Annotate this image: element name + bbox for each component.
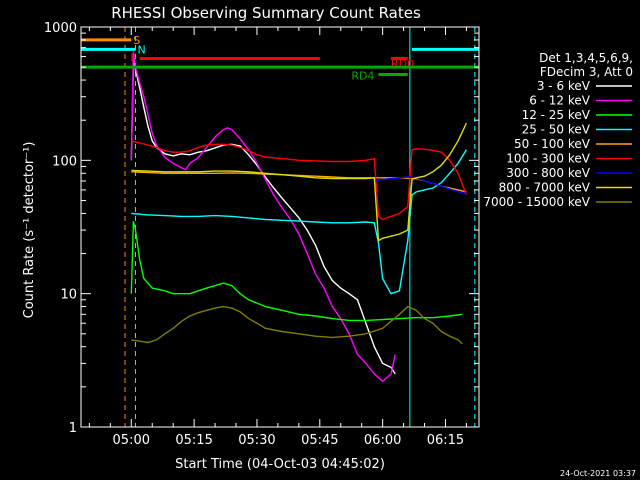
y-tick-label: 10 bbox=[60, 288, 77, 303]
series-line bbox=[131, 140, 468, 221]
legend-entry-label: 800 - 7000 keV bbox=[499, 181, 591, 195]
series-line bbox=[130, 61, 396, 375]
series-line bbox=[131, 305, 463, 345]
status-segment-label: RD4 bbox=[351, 70, 374, 83]
x-tick-label: 05:00 bbox=[113, 433, 150, 448]
series-line bbox=[130, 220, 463, 322]
footer-timestamp: 24-Oct-2021 03:37 bbox=[560, 469, 636, 478]
series-line bbox=[131, 122, 468, 242]
legend-header: FDecim 3, Att 0 bbox=[540, 65, 633, 79]
series-line bbox=[374, 176, 467, 195]
legend-entry-label: 50 - 100 keV bbox=[514, 137, 591, 151]
series-line bbox=[130, 51, 396, 383]
chart-title: RHESSI Observing Summary Count Rates bbox=[111, 4, 421, 22]
legend-entry-label: 12 - 25 keV bbox=[522, 108, 591, 122]
legend-entry-label: 6 - 12 keV bbox=[529, 94, 591, 108]
y-tick-label: 1000 bbox=[44, 21, 77, 36]
status-segment-label: S bbox=[133, 34, 140, 47]
y-tick-label: 100 bbox=[52, 154, 77, 169]
legend-entry-label: 25 - 50 keV bbox=[522, 123, 591, 137]
legend: Det 1,3,4,5,6,9,FDecim 3, Att 03 - 6 keV… bbox=[483, 51, 633, 209]
legend-entry-label: 3 - 6 keV bbox=[537, 79, 591, 93]
y-tick-label: 1 bbox=[69, 421, 77, 436]
x-tick-label: 05:15 bbox=[175, 433, 212, 448]
legend-entry-label: 100 - 300 keV bbox=[506, 152, 590, 166]
legend-header: Det 1,3,4,5,6,9, bbox=[539, 51, 633, 65]
series-line bbox=[131, 149, 467, 295]
plot-frame bbox=[80, 26, 480, 428]
x-tick-label: 06:15 bbox=[427, 433, 464, 448]
x-tick-label: 05:30 bbox=[238, 433, 275, 448]
x-axis-label: Start Time (04-Oct-03 04:45:02) bbox=[175, 457, 385, 472]
legend-entry-label: 300 - 800 keV bbox=[506, 166, 590, 180]
y-axis: 1 10 100 1000 bbox=[44, 21, 479, 436]
x-tick-label: 05:45 bbox=[301, 433, 338, 448]
x-tick-label: 06:00 bbox=[364, 433, 401, 448]
y-axis-label: Count Rate (s⁻¹ detector⁻¹) bbox=[22, 142, 37, 319]
status-segment-label: N bbox=[137, 43, 145, 56]
legend-entry-label: 7000 - 15000 keV bbox=[483, 195, 590, 209]
status-segment-label: F bbox=[130, 52, 136, 65]
x-axis: 05:00 05:15 05:30 05:45 06:00 06:15 bbox=[88, 27, 467, 448]
